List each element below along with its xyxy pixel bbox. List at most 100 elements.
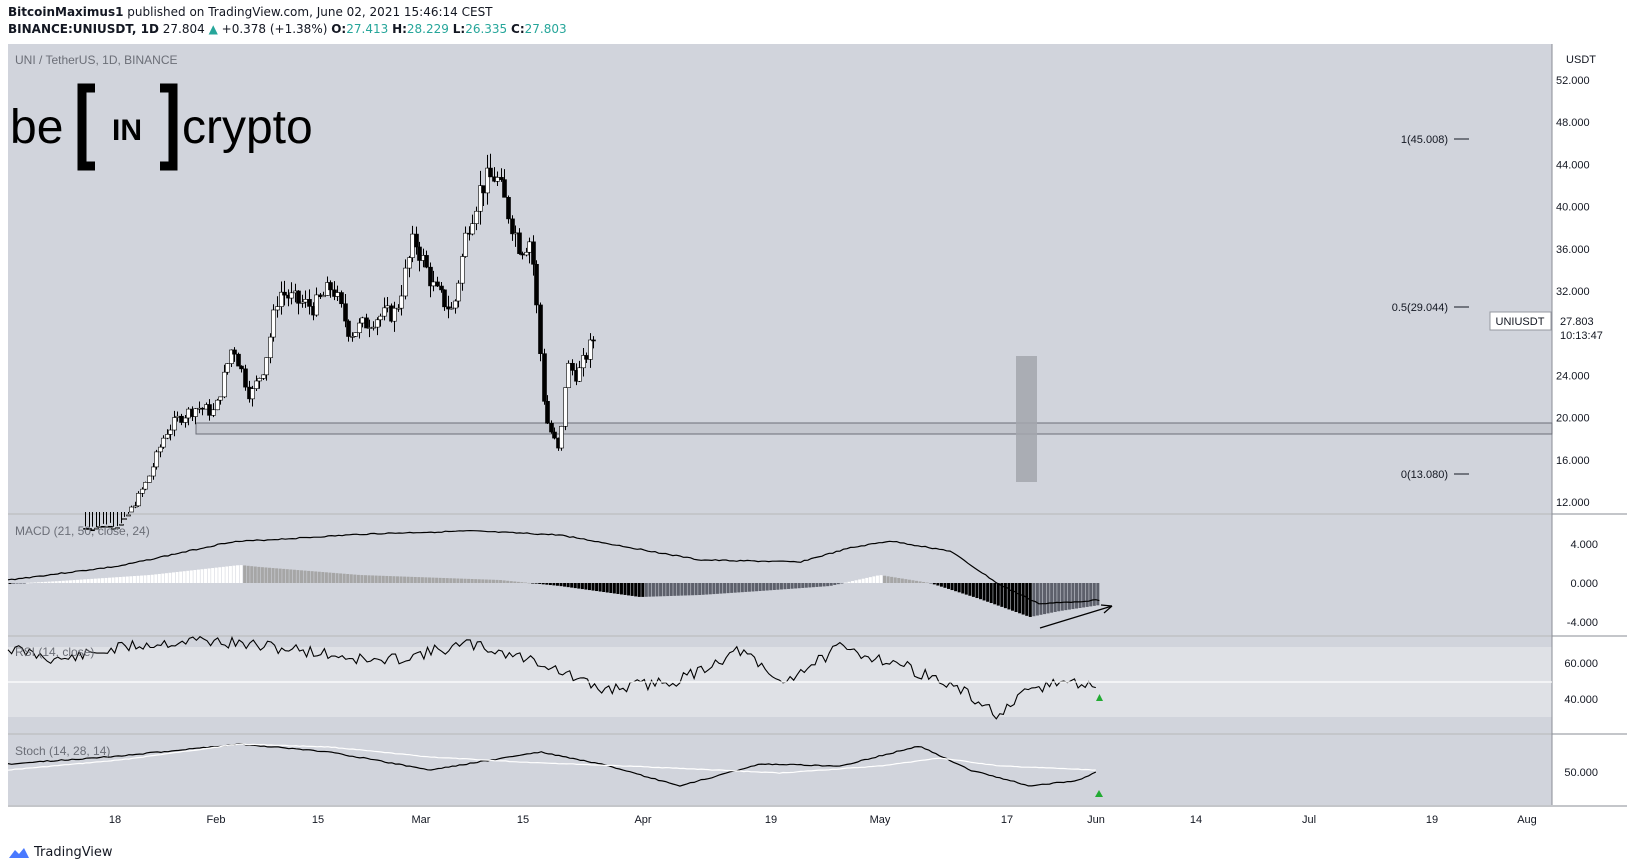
price-tag[interactable]	[1554, 312, 1608, 342]
macd-hist-bar	[925, 582, 929, 584]
macd-hist-bar	[755, 583, 759, 592]
price-axis[interactable]: 12.00016.00020.00024.00028.00032.00036.0…	[1556, 75, 1590, 509]
stoch-title: Stoch (14, 28, 14)	[15, 744, 110, 758]
candle-body	[314, 294, 319, 316]
main-pane[interactable]	[8, 44, 1552, 513]
macd-hist-bar	[232, 565, 236, 583]
macd-hist-bar	[1032, 583, 1036, 617]
macd-hist-bar	[474, 579, 478, 583]
macd-hist-bar	[182, 571, 186, 583]
macd-hist-bar	[161, 573, 165, 583]
candle-body	[122, 518, 127, 520]
macd-hist-bar	[961, 583, 965, 594]
macd-hist-bar	[879, 575, 883, 583]
macd-hist-bar	[122, 576, 126, 583]
time-axis[interactable]: 18 Feb 15 Mar 15 Apr 19 May 17 Jun 14 Jul 19 Aug	[109, 814, 1537, 826]
high-value: 28.229	[406, 22, 449, 36]
macd-hist-bar	[612, 583, 616, 594]
macd-hist-bar	[61, 580, 65, 583]
candle-body	[470, 223, 475, 235]
fib-label-1[interactable]: 1(45.008)	[1401, 134, 1448, 146]
candle-body	[513, 232, 518, 235]
last-price: 27.804	[162, 22, 205, 36]
macd-hist-bar	[243, 565, 247, 583]
macd-trend-arrow[interactable]	[1039, 605, 1113, 629]
candle-body	[250, 388, 255, 400]
macd-hist-bar	[964, 583, 968, 595]
price-tick-label: 48.000	[1556, 117, 1590, 129]
macd-hist-bar	[250, 566, 254, 583]
candle-body	[229, 349, 234, 364]
candle-body	[403, 267, 408, 297]
macd-hist-bar	[559, 583, 563, 587]
macd-hist-bar	[619, 583, 623, 595]
macd-hist-bar	[868, 577, 872, 583]
macd-hist-bar	[339, 573, 343, 583]
candle-body	[108, 525, 113, 528]
indicator-axes[interactable]: 4.000 0.000 -4.000 60.000 40.000 50.000	[1564, 539, 1598, 779]
candle-body	[449, 307, 454, 310]
logo-text-in: IN	[112, 114, 142, 147]
macd-hist-bar	[513, 581, 517, 583]
macd-hist-bar	[491, 579, 495, 583]
candle-body	[129, 506, 134, 513]
macd-hist-bar	[769, 583, 773, 591]
wick-highlight-box[interactable]	[1016, 356, 1037, 482]
macd-hist-bar	[516, 581, 520, 583]
macd-hist-bar	[470, 579, 474, 583]
macd-hist-bar	[765, 583, 769, 591]
candle-body	[485, 167, 490, 194]
macd-hist-bar	[744, 583, 748, 592]
candle-body	[296, 290, 301, 304]
macd-hist-bar	[687, 583, 691, 596]
macd-hist-bar	[285, 569, 289, 583]
macd-hist-bar	[644, 583, 648, 597]
macd-hist-bar	[93, 578, 97, 583]
candle-body	[87, 528, 92, 530]
footer-brand[interactable]: TradingView	[34, 845, 113, 860]
macd-hist-bar	[314, 571, 318, 583]
support-zone[interactable]	[195, 422, 1553, 435]
fib-label-05[interactable]: 0.5(29.044)	[1392, 302, 1448, 314]
macd-hist-bar	[452, 578, 456, 583]
macd-hist-bar	[303, 570, 307, 583]
symbol-tag[interactable]	[1489, 311, 1552, 331]
stoch-pane[interactable]	[8, 735, 1552, 805]
time-tick-label: Mar	[412, 814, 431, 826]
macd-hist-bar	[523, 582, 527, 584]
macd-hist-bar	[54, 581, 58, 583]
chart-title: UNI / TetherUS, 1D, BINANCE	[15, 53, 178, 67]
macd-hist-bar	[758, 583, 762, 591]
macd-hist-bar	[136, 575, 140, 583]
candle-body	[566, 362, 571, 388]
logo-bracket-left-icon	[77, 83, 95, 171]
candle-body	[211, 409, 216, 416]
candle-body	[428, 266, 433, 287]
candle-body	[460, 256, 465, 284]
macd-hist-bar	[239, 565, 243, 583]
macd-hist-bar	[1039, 583, 1043, 615]
candle-body	[510, 218, 515, 235]
macd-hist-bar	[292, 569, 296, 583]
macd-hist-bar	[300, 570, 304, 583]
macd-hist-bar	[854, 580, 858, 583]
author-name[interactable]: BitcoinMaximus1	[8, 5, 124, 19]
macd-hist-bar	[278, 568, 282, 583]
candle-body	[499, 177, 504, 180]
candle-body	[218, 396, 223, 401]
macd-hist-bar	[787, 583, 791, 589]
candle-body	[147, 475, 152, 483]
candle-body	[588, 339, 593, 360]
macd-hist-bar	[772, 583, 776, 590]
price-tick-label: 20.000	[1556, 413, 1590, 425]
candle-body	[559, 425, 564, 449]
macd-histogram	[8, 565, 1100, 617]
price-tag-value: 27.803	[1560, 316, 1594, 328]
macd-hist-bar	[196, 569, 200, 583]
macd-hist-bar	[666, 583, 670, 597]
fib-label-0[interactable]: 0(13.080)	[1401, 469, 1448, 481]
macd-hist-bar	[851, 581, 855, 583]
publish-info: published on TradingView.com, June 02, 2…	[127, 5, 493, 19]
macd-hist-bar	[221, 566, 225, 583]
